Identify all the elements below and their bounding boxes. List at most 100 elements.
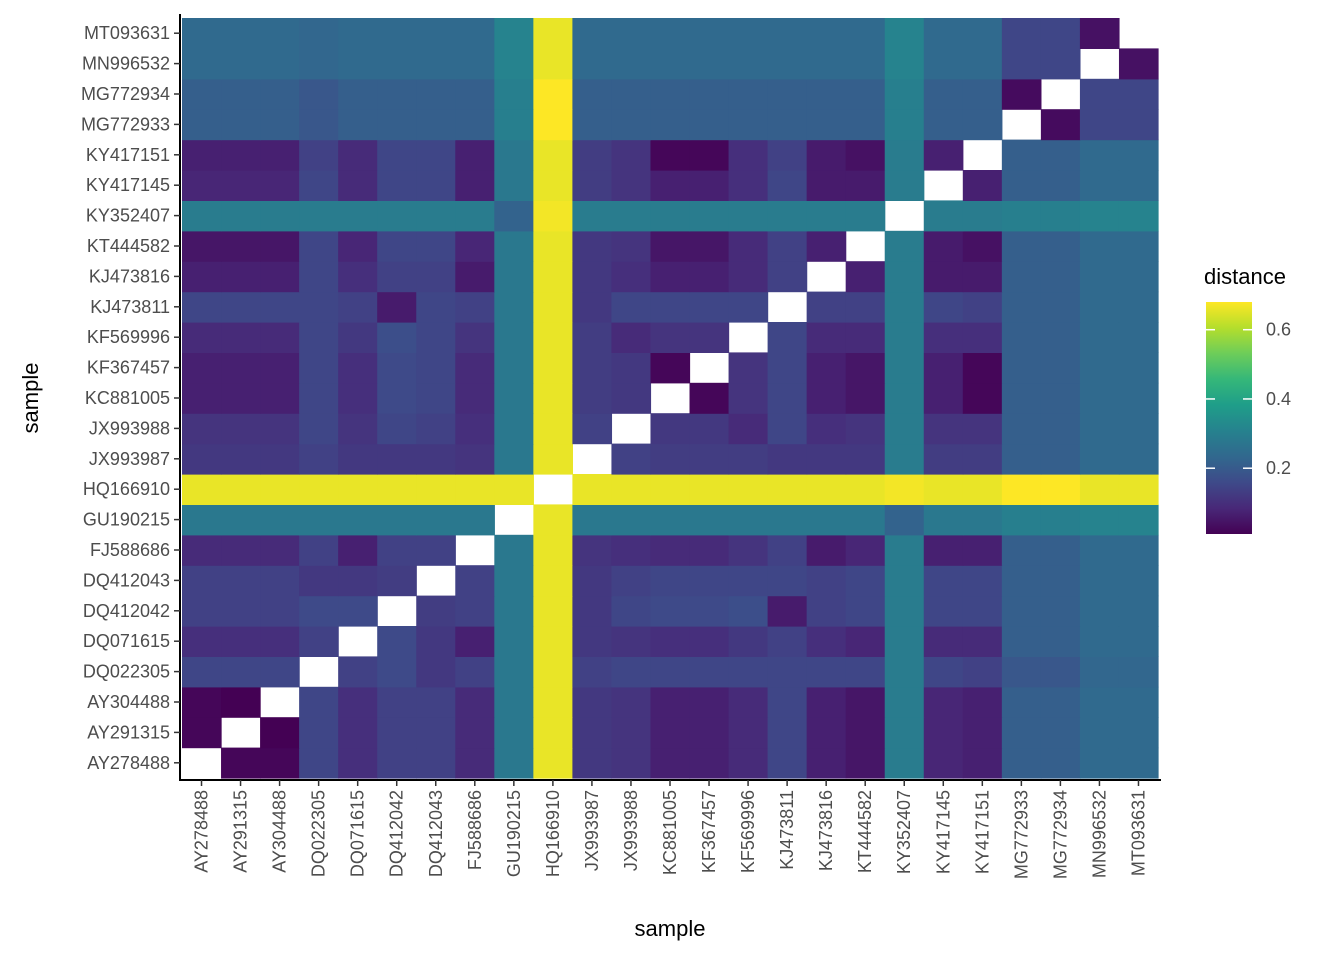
heatmap-cell bbox=[260, 291, 300, 323]
heatmap-cell bbox=[1079, 291, 1120, 323]
heatmap-cell bbox=[1001, 565, 1042, 597]
heatmap-cell bbox=[377, 474, 417, 505]
x-tick-label: KY417145 bbox=[933, 790, 953, 874]
heatmap-cell bbox=[1118, 565, 1159, 597]
heatmap-cell bbox=[377, 382, 417, 414]
heatmap-cell bbox=[338, 717, 378, 749]
heatmap-cell bbox=[221, 382, 261, 414]
heatmap-cell bbox=[650, 534, 691, 566]
heatmap-cell bbox=[689, 170, 730, 201]
heatmap-cell bbox=[221, 322, 261, 353]
heatmap-cell bbox=[767, 139, 808, 171]
heatmap-cell bbox=[923, 474, 964, 505]
heatmap-cell bbox=[182, 595, 222, 627]
heatmap-cell bbox=[533, 565, 573, 597]
heatmap-cell bbox=[650, 48, 691, 80]
heatmap-cell bbox=[689, 565, 730, 597]
legend-tick-label: 0.2 bbox=[1266, 458, 1291, 478]
heatmap-cell bbox=[1040, 382, 1081, 414]
heatmap-cell bbox=[1118, 413, 1159, 445]
heatmap-cell bbox=[338, 595, 378, 627]
heatmap-cell bbox=[884, 109, 925, 141]
heatmap-cell bbox=[1040, 504, 1081, 536]
heatmap-cell bbox=[923, 230, 964, 262]
heatmap-cell bbox=[650, 230, 691, 262]
heatmap-cell bbox=[923, 534, 964, 566]
heatmap-cell bbox=[572, 139, 613, 171]
heatmap-cell bbox=[416, 18, 456, 49]
heatmap-cell bbox=[1118, 747, 1159, 779]
heatmap-cell bbox=[1079, 170, 1120, 201]
heatmap-cell bbox=[1079, 18, 1120, 49]
heatmap-cell bbox=[845, 352, 886, 384]
heatmap-cell bbox=[416, 656, 456, 688]
heatmap-cell bbox=[299, 322, 339, 353]
heatmap-cell bbox=[1001, 747, 1042, 779]
x-tick-label: HQ166910 bbox=[543, 790, 563, 877]
heatmap-cell bbox=[1118, 656, 1159, 688]
heatmap-cell bbox=[1040, 109, 1081, 141]
heatmap-cell bbox=[923, 261, 964, 293]
heatmap-cell bbox=[494, 18, 534, 49]
heatmap-cell bbox=[182, 413, 222, 445]
heatmap-cell bbox=[416, 200, 456, 232]
heatmap-cell bbox=[299, 78, 339, 110]
heatmap-cell bbox=[767, 322, 808, 353]
heatmap-cell bbox=[611, 504, 652, 536]
heatmap-cell bbox=[338, 747, 378, 779]
heatmap-cell bbox=[1118, 474, 1159, 505]
heatmap-cell bbox=[611, 565, 652, 597]
y-tick-label: GU190215 bbox=[83, 510, 170, 530]
legend-tick-label: 0.6 bbox=[1266, 320, 1291, 340]
heatmap-cell bbox=[1079, 747, 1120, 779]
heatmap-cell bbox=[845, 48, 886, 80]
heatmap-cell bbox=[1001, 230, 1042, 262]
heatmap-cell bbox=[494, 78, 534, 110]
heatmap-cell bbox=[611, 656, 652, 688]
heatmap-cell bbox=[416, 170, 456, 201]
heatmap-cell bbox=[884, 534, 925, 566]
heatmap-cell bbox=[377, 322, 417, 353]
heatmap-cell bbox=[611, 443, 652, 475]
heatmap-cell bbox=[260, 322, 300, 353]
heatmap-cell bbox=[533, 48, 573, 80]
x-tick-label: KT444582 bbox=[855, 790, 875, 873]
heatmap-cell bbox=[1001, 261, 1042, 293]
heatmap-cell bbox=[845, 413, 886, 445]
heatmap-cell bbox=[845, 382, 886, 414]
heatmap-cell bbox=[806, 230, 847, 262]
heatmap-cell bbox=[689, 382, 730, 414]
heatmap-cell bbox=[221, 626, 261, 657]
heatmap-cell bbox=[494, 382, 534, 414]
x-tick-label: KY352407 bbox=[894, 790, 914, 874]
heatmap-cell bbox=[1001, 534, 1042, 566]
heatmap-cell bbox=[494, 595, 534, 627]
heatmap-cell bbox=[377, 200, 417, 232]
heatmap-cell bbox=[1040, 686, 1081, 718]
heatmap-cell bbox=[182, 230, 222, 262]
heatmap-cell bbox=[533, 413, 573, 445]
heatmap-cell bbox=[1118, 504, 1159, 536]
heatmap-cell bbox=[689, 747, 730, 779]
heatmap-cell bbox=[689, 291, 730, 323]
heatmap-cell bbox=[728, 18, 769, 49]
heatmap-cell bbox=[455, 139, 495, 171]
heatmap-cell bbox=[806, 200, 847, 232]
heatmap-cell bbox=[494, 717, 534, 749]
heatmap-cell bbox=[494, 291, 534, 323]
heatmap-cell bbox=[689, 504, 730, 536]
heatmap-cell bbox=[572, 200, 613, 232]
heatmap-cell bbox=[767, 200, 808, 232]
heatmap-cell bbox=[338, 78, 378, 110]
y-tick-label: FJ588686 bbox=[90, 540, 170, 560]
heatmap-cell bbox=[1040, 443, 1081, 475]
heatmap-cell bbox=[455, 686, 495, 718]
heatmap-cell bbox=[806, 747, 847, 779]
heatmap-cell bbox=[611, 18, 652, 49]
heatmap-cell bbox=[455, 230, 495, 262]
heatmap-cell bbox=[572, 382, 613, 414]
heatmap-cell bbox=[962, 686, 1003, 718]
heatmap-cell bbox=[923, 443, 964, 475]
heatmap-cell bbox=[377, 352, 417, 384]
heatmap-cell bbox=[1079, 352, 1120, 384]
